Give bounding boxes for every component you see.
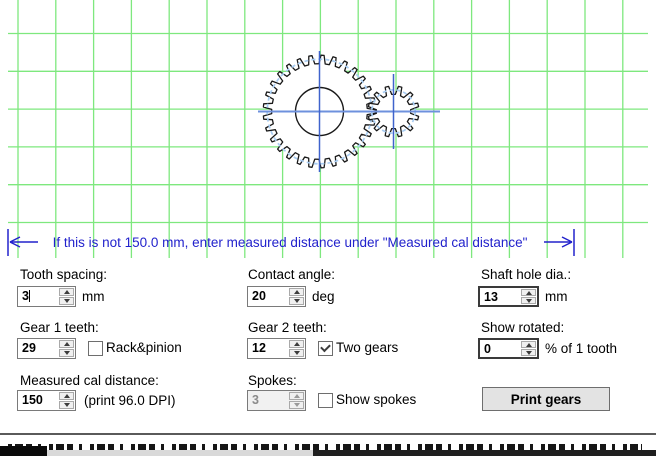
show-rotated-value[interactable]: 0: [484, 342, 491, 356]
gear1-teeth-down-button[interactable]: [59, 349, 74, 357]
gear2-teeth-spinner[interactable]: 12: [247, 338, 306, 359]
gear2-teeth-label: Gear 2 teeth:: [248, 320, 327, 335]
clipped-window-strip-dark: [313, 450, 656, 456]
shaft-hole-label: Shaft hole dia.:: [481, 267, 572, 282]
gear1-teeth-spinner[interactable]: 29: [17, 338, 76, 359]
gear2-teeth-up-button[interactable]: [289, 340, 304, 348]
two-gears-checkbox-label[interactable]: Two gears: [336, 340, 399, 355]
measure-arrow: [561, 236, 573, 248]
spokes-spinner: 3: [247, 390, 306, 411]
gear1-teeth-up-button[interactable]: [59, 340, 74, 348]
tooth-spacing-up-button[interactable]: [59, 288, 74, 296]
show-rotated-down-button[interactable]: [521, 349, 536, 356]
show-rotated-unit: % of 1 tooth: [545, 341, 618, 356]
measure-arrow: [9, 236, 21, 248]
contact-angle-down-button[interactable]: [289, 297, 304, 305]
contact-angle-up-button[interactable]: [289, 288, 304, 296]
calibration-arrow-note: If this is not 150.0 mm, enter measured …: [7, 229, 575, 256]
measured-cal-label: Measured cal distance:: [20, 373, 159, 388]
rack-pinion-checkbox[interactable]: [88, 341, 103, 356]
measured-cal-value[interactable]: 150: [22, 393, 43, 407]
contact-angle-unit: deg: [312, 289, 335, 304]
spokes-label: Spokes:: [248, 373, 297, 388]
contact-angle-label: Contact angle:: [248, 267, 336, 282]
tooth-spacing-spinner[interactable]: 3: [17, 286, 76, 307]
measured-cal-spinner[interactable]: 150: [17, 390, 76, 411]
text-caret: [28, 290, 30, 302]
show-rotated-up-button[interactable]: [521, 341, 536, 348]
measured-cal-up-button[interactable]: [59, 392, 74, 400]
spokes-value: 3: [252, 393, 259, 407]
shaft-hole-down-button[interactable]: [521, 297, 536, 304]
show-spokes-checkbox-label[interactable]: Show spokes: [336, 392, 417, 407]
tooth-spacing-value[interactable]: 3: [22, 289, 30, 303]
show-rotated-spinner[interactable]: 0: [478, 338, 539, 359]
tooth-spacing-label: Tooth spacing:: [20, 267, 108, 282]
gear1-teeth-label: Gear 1 teeth:: [20, 320, 99, 335]
bottom-divider: [0, 433, 656, 435]
clipped-text-top-edge: [8, 444, 642, 450]
spokes-up-button: [289, 392, 304, 400]
gear2-teeth-down-button[interactable]: [289, 349, 304, 357]
gear1-teeth-value[interactable]: 29: [22, 341, 36, 355]
print-gears-button[interactable]: Print gears: [482, 387, 610, 411]
two-gears-checkbox[interactable]: [318, 341, 333, 356]
clipped-content-left: [0, 446, 47, 456]
calibration-grid: [8, 0, 648, 258]
shaft-hole-unit: mm: [545, 289, 568, 304]
contact-angle-value[interactable]: 20: [252, 289, 266, 303]
contact-angle-spinner[interactable]: 20: [247, 286, 306, 307]
measured-cal-unit: (print 96.0 DPI): [84, 393, 176, 408]
show-rotated-label: Show rotated:: [481, 320, 565, 335]
gear-outlines: [258, 51, 440, 172]
calibration-note-text: If this is not 150.0 mm, enter measured …: [53, 235, 528, 250]
measured-cal-down-button[interactable]: [59, 401, 74, 409]
rack-pinion-checkbox-label[interactable]: Rack&pinion: [106, 340, 182, 355]
shaft-hole-spinner[interactable]: 13: [478, 286, 539, 307]
gear2-teeth-value[interactable]: 12: [252, 341, 266, 355]
gear-drawing-canvas: If this is not 150.0 mm, enter measured …: [7, 0, 648, 258]
shaft-hole-up-button[interactable]: [521, 289, 536, 296]
clipped-window-strip: [47, 450, 313, 456]
show-spokes-checkbox[interactable]: [318, 393, 333, 408]
tooth-spacing-down-button[interactable]: [59, 297, 74, 305]
shaft-hole-value[interactable]: 13: [484, 290, 498, 304]
spokes-down-button: [289, 401, 304, 409]
tooth-spacing-unit: mm: [82, 289, 105, 304]
